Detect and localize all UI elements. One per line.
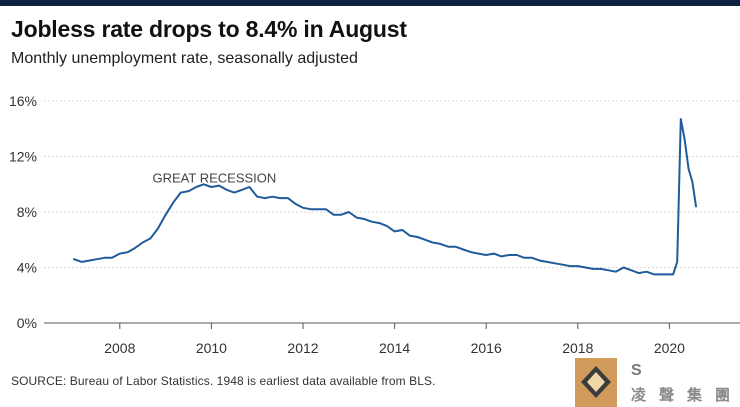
x-tick-label: 2010 <box>196 340 227 356</box>
y-tick-label: 0% <box>17 315 37 331</box>
y-tick-label: 4% <box>17 260 37 276</box>
annotation-layer: GREAT RECESSION <box>153 171 277 186</box>
annotation-great-recession: GREAT RECESSION <box>153 171 277 186</box>
chart-subtitle: Monthly unemployment rate, seasonally ad… <box>11 50 358 67</box>
y-tick-label: 12% <box>9 149 37 165</box>
watermark-letter: S <box>631 362 642 379</box>
source-note: SOURCE: Bureau of Labor Statistics. 1948… <box>11 374 436 388</box>
series-line-unemployment-rate <box>73 118 697 276</box>
x-tick-label: 2014 <box>379 340 410 356</box>
watermark-char: 團 <box>715 386 730 404</box>
x-tick-label: 2018 <box>562 340 593 356</box>
x-tick-label: 2008 <box>104 340 135 356</box>
x-tick-label: 2016 <box>471 340 502 356</box>
x-tick-label: 2012 <box>287 340 318 356</box>
watermark-logo-icon: S 凌 聲 集 團 <box>575 358 730 407</box>
axis-layer: 0% 4% 8% 12% 16% 2008 2010 2012 2014 2016 2018 2020 <box>9 93 685 356</box>
watermark-char: 集 <box>686 386 703 404</box>
grid-layer <box>44 100 740 324</box>
watermark-char: 聲 <box>659 386 674 404</box>
chart-title: Jobless rate drops to 8.4% in August <box>11 16 407 42</box>
x-tick-label: 2020 <box>654 340 685 356</box>
top-accent-bar <box>0 0 740 6</box>
series-layer <box>73 118 697 276</box>
y-tick-label: 8% <box>17 204 37 220</box>
watermark-char: 凌 <box>631 386 647 404</box>
y-tick-label: 16% <box>9 93 37 109</box>
